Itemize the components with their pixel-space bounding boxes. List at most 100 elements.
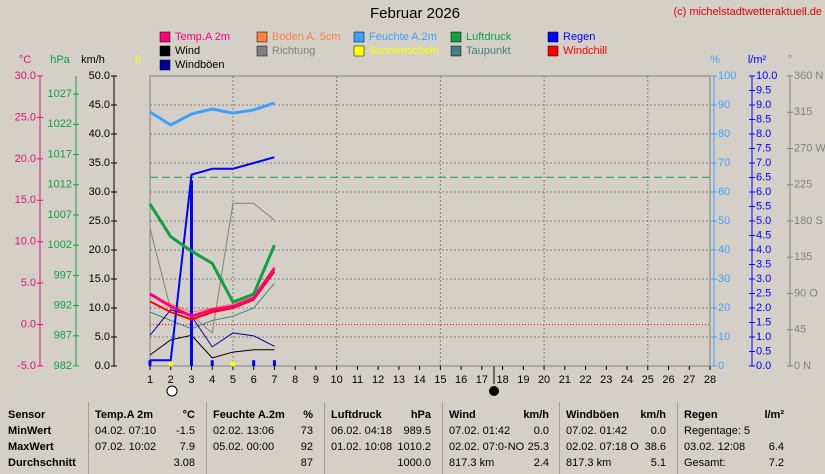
sun-dot (168, 361, 174, 367)
legend-label: Luftdruck (466, 31, 512, 43)
axis-title: ° (788, 54, 792, 66)
sun-dot (230, 361, 236, 367)
x-tick-label: 22 (579, 374, 591, 386)
x-tick-label: 10 (331, 374, 343, 386)
rain-bar (210, 360, 214, 366)
cell-text: 03.02. 12:08 (684, 441, 746, 453)
cell-value: 25.3 (527, 441, 549, 453)
y-tick-label: 1017 (48, 148, 72, 160)
y-tick-label: 1022 (48, 118, 72, 130)
legend-label: Taupunkt (466, 45, 511, 57)
y-tick-label: 180 S (794, 215, 823, 227)
x-tick-label: 17 (476, 374, 488, 386)
legend-swatch (256, 45, 268, 57)
y-tick-label: 5.0 (756, 215, 771, 227)
y-tick-label: 20.0 (15, 153, 36, 165)
axis-title: % (710, 54, 720, 66)
cell-text: 07.02. 01:42 (566, 425, 628, 437)
series-line (149, 282, 275, 330)
legend-label: Temp.A 2m (175, 31, 230, 43)
cell-text: 817.3 km (449, 457, 495, 469)
cell-value: 0.0 (533, 425, 549, 437)
y-tick-label: 90 (718, 99, 730, 111)
cell-value: 5.1 (650, 457, 666, 469)
x-tick-label: 12 (372, 374, 384, 386)
y-tick-label: 4.0 (756, 244, 771, 256)
y-tick-label: 10.0 (756, 70, 777, 82)
cell-value: 7.9 (179, 441, 195, 453)
axis-title: km/h (81, 54, 105, 66)
x-tick-label: 23 (600, 374, 612, 386)
x-tick-label: 16 (455, 374, 467, 386)
y-tick-label: 982 (54, 360, 72, 372)
x-tick-label: 26 (662, 374, 674, 386)
y-tick-label: 3.0 (756, 273, 771, 285)
cell-value: 7.2 (768, 457, 784, 469)
x-tick-label: 7 (271, 374, 277, 386)
x-tick-label: 5 (230, 374, 236, 386)
y-tick-label: 1027 (48, 88, 72, 100)
y-tick-label: 10 (718, 331, 730, 343)
y-tick-label: 40 (718, 244, 730, 256)
column-unit: km/h (523, 409, 549, 421)
credit: (c) michelstadtwetteraktuell.de (673, 6, 822, 18)
series-line (148, 203, 276, 304)
table-column: Feuchte A.2m% 02.02. 13:06 73 05.02. 00:00 9… (206, 402, 319, 474)
cell-value: 73 (300, 425, 313, 437)
cell-text: 02.02. 07:18 O (566, 441, 639, 453)
y-tick-label: 0.0 (756, 360, 771, 372)
y-tick-label: 35.0 (89, 157, 110, 169)
y-tick-label: 0.0 (21, 318, 36, 330)
y-tick-label: 1007 (48, 209, 72, 221)
y-tick-label: 0.0 (95, 360, 110, 372)
column-unit: °C (182, 409, 195, 421)
cell-text: Gesamt: (684, 457, 726, 469)
series-line (149, 267, 276, 318)
x-tick-label: 2 (168, 374, 174, 386)
x-tick-label: 21 (559, 374, 571, 386)
x-tick-label: 6 (251, 374, 257, 386)
x-tick-label: 15 (434, 374, 446, 386)
y-tick-label: 10.0 (15, 236, 36, 248)
table-column: Wind km/h 07.02. 01:42 0.0 02.02. 07:0-NO 25.… (442, 402, 555, 474)
column-header: Wind (449, 409, 476, 421)
rain-bar (252, 360, 256, 366)
column-header: Windböen (566, 409, 620, 421)
y-tick-label: 2.5 (756, 287, 771, 299)
y-tick-label: 30.0 (15, 70, 36, 82)
cell-value: 87 (300, 457, 313, 469)
y-tick-label: 40.0 (89, 128, 110, 140)
legend-swatch (450, 45, 462, 57)
series-line (150, 156, 275, 362)
cell-value: 1000.0 (397, 457, 431, 469)
y-tick-label: 45 (794, 324, 806, 336)
rain-bar (189, 180, 193, 366)
row-label: Durchschnitt (8, 457, 76, 469)
y-tick-label: 8.0 (756, 128, 771, 140)
series-line (149, 101, 275, 127)
cell-text: 06.02. 04:18 (331, 425, 393, 437)
x-tick-label: 25 (642, 374, 654, 386)
x-tick-label: 3 (188, 374, 194, 386)
y-tick-label: 90 O (794, 287, 818, 299)
cell-text: 04.02. 07:10 (95, 425, 157, 437)
x-tick-label: 11 (352, 374, 363, 386)
axis-title: l/m² (748, 54, 767, 66)
legend-swatch (159, 59, 171, 71)
series-line (149, 309, 275, 348)
cell-value: -1.5 (176, 425, 195, 437)
rain-bar (272, 360, 276, 366)
row-label: MaxWert (8, 441, 54, 453)
row-label: Sensor (8, 409, 46, 421)
y-tick-label: 270 W (794, 142, 825, 154)
cell-value: 3.08 (173, 457, 195, 469)
legend-label: Richtung (272, 45, 315, 57)
cell-text: 05.02. 00:00 (213, 441, 275, 453)
cell-text: 07.02. 10:02 (95, 441, 157, 453)
y-tick-label: 992 (54, 299, 72, 311)
y-tick-label: 315 (794, 106, 812, 118)
y-tick-label: 6.5 (756, 171, 771, 183)
y-tick-label: 6.0 (756, 186, 771, 198)
legend-label: Sonnenschein (369, 45, 439, 57)
